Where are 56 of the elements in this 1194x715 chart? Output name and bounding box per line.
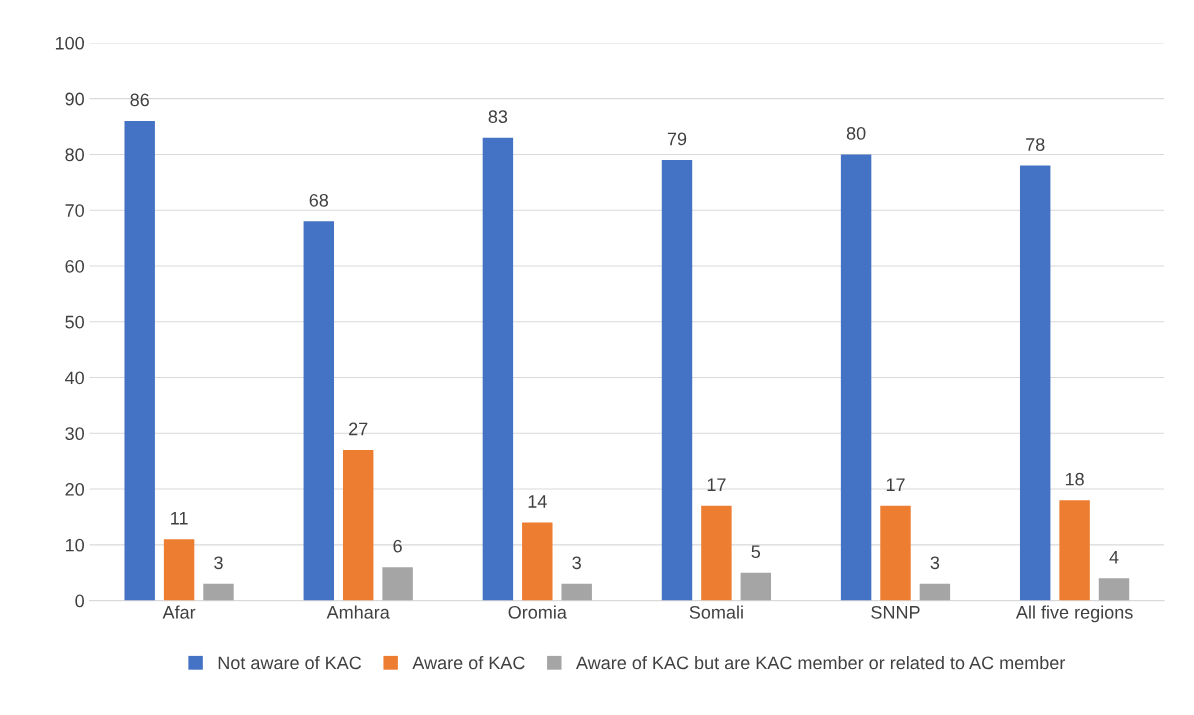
data-label: 78 bbox=[1026, 138, 1045, 151]
x-tick-label: Somali bbox=[689, 605, 743, 619]
data-label: 3 bbox=[930, 556, 940, 570]
legend-label: Aware of KAC but are KAC member or related to AC member bbox=[575, 655, 1066, 670]
y-tick-label: 70 bbox=[65, 204, 84, 217]
bar bbox=[163, 539, 195, 601]
data-label: 83 bbox=[488, 110, 508, 124]
data-label: 6 bbox=[393, 539, 402, 553]
x-tick-label: Amhara bbox=[326, 605, 390, 619]
y-tick-label: 100 bbox=[55, 36, 84, 50]
bar bbox=[203, 583, 234, 601]
y-tick-label: 40 bbox=[65, 371, 84, 385]
data-label: 4 bbox=[1109, 551, 1119, 564]
bar bbox=[482, 137, 514, 601]
y-tick-label: 90 bbox=[65, 92, 84, 106]
y-tick-label: 80 bbox=[65, 148, 84, 162]
data-label: 79 bbox=[667, 132, 687, 146]
data-label: 17 bbox=[886, 478, 905, 491]
bar bbox=[740, 572, 772, 601]
data-label: 80 bbox=[846, 126, 866, 140]
data-label: 27 bbox=[349, 422, 368, 436]
bar bbox=[880, 505, 911, 601]
bar bbox=[124, 120, 155, 601]
data-label: 14 bbox=[528, 495, 547, 508]
legend-label: Aware of KAC bbox=[412, 656, 525, 670]
x-tick-label: Afar bbox=[162, 605, 196, 619]
bar bbox=[1098, 578, 1130, 601]
bar bbox=[661, 160, 693, 601]
bar bbox=[1059, 500, 1090, 601]
bar bbox=[1019, 165, 1051, 601]
bar bbox=[561, 583, 592, 601]
y-tick-label: 50 bbox=[65, 315, 84, 329]
y-tick-label: 20 bbox=[65, 482, 84, 496]
x-tick-label: Oromia bbox=[508, 605, 567, 619]
data-label: 18 bbox=[1065, 472, 1084, 486]
bar bbox=[840, 154, 872, 601]
bar bbox=[303, 221, 335, 601]
bar bbox=[382, 567, 413, 601]
y-tick-label: 30 bbox=[65, 427, 84, 441]
bar bbox=[342, 450, 374, 601]
data-label: 3 bbox=[214, 556, 223, 570]
y-tick-label: 0 bbox=[75, 594, 84, 608]
x-tick-label: SNNP bbox=[871, 605, 920, 619]
bar bbox=[701, 505, 732, 601]
data-label: 68 bbox=[309, 193, 329, 207]
data-label: 11 bbox=[171, 511, 188, 525]
y-tick-label: 10 bbox=[65, 538, 84, 552]
legend-label: Not aware of KAC bbox=[218, 656, 362, 670]
x-tick-label: All five regions bbox=[1015, 605, 1133, 623]
y-tick-label: 60 bbox=[65, 259, 84, 273]
bar bbox=[522, 522, 553, 601]
data-label: 86 bbox=[130, 93, 149, 107]
data-label: 5 bbox=[751, 545, 761, 559]
data-label: 17 bbox=[707, 478, 726, 491]
bar bbox=[919, 583, 951, 601]
data-label: 3 bbox=[572, 556, 581, 570]
